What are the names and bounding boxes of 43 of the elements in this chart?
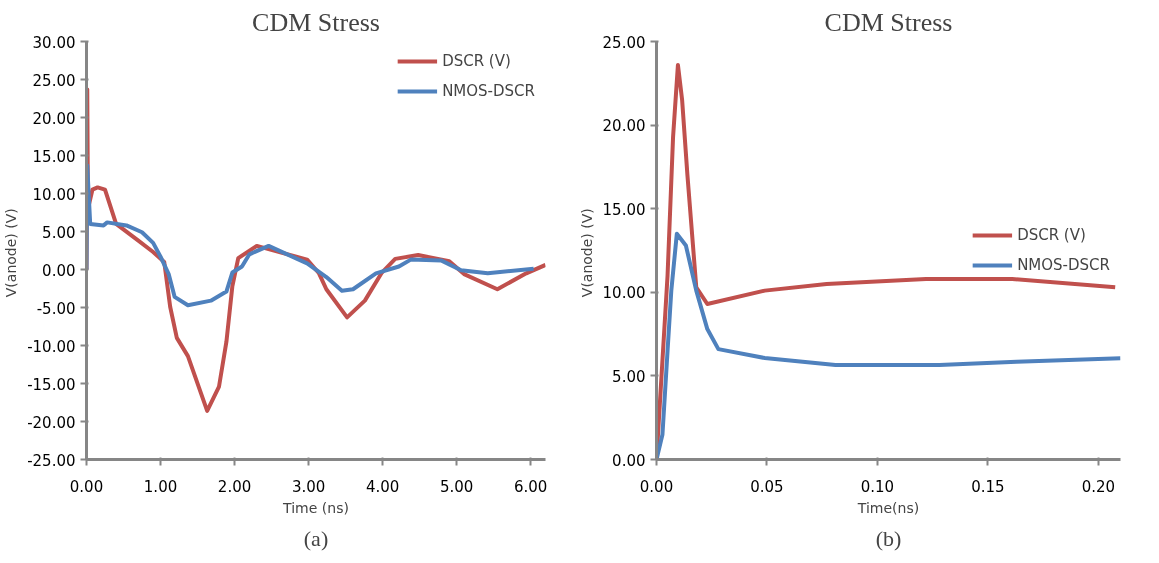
x-tick-label: 0.10 bbox=[860, 477, 895, 496]
x-axis-title: Time(ns) bbox=[856, 499, 920, 516]
y-tick-label: -20.00 bbox=[27, 413, 76, 432]
x-tick-label: 0.05 bbox=[750, 477, 784, 496]
x-tick-label: 0.00 bbox=[69, 477, 104, 496]
y-tick-label: 10.00 bbox=[602, 284, 646, 303]
text: (b) bbox=[875, 525, 902, 551]
x-tick-label: 2.00 bbox=[217, 477, 252, 496]
x-tick-label: 5.00 bbox=[439, 477, 474, 496]
text: (a) bbox=[303, 525, 329, 551]
y-axis-title: V(anode) (V) bbox=[578, 208, 595, 298]
y-tick-label: 0.00 bbox=[42, 261, 76, 280]
y-tick-label: -25.00 bbox=[27, 451, 76, 470]
x-tick-label: 6.00 bbox=[513, 477, 548, 496]
y-tick-label: 20.00 bbox=[32, 109, 76, 128]
y-tick-label: -15.00 bbox=[27, 375, 76, 394]
y-tick-label: 0.00 bbox=[612, 451, 646, 470]
legend-label: DSCR (V) bbox=[442, 52, 511, 70]
x-axis-title: Time (ns) bbox=[282, 499, 349, 516]
legend-label: NMOS-DSCR bbox=[1017, 256, 1110, 274]
chart-title: CDM Stress bbox=[252, 7, 380, 37]
y-axis-title: V(anode) (V) bbox=[3, 208, 20, 298]
legend-label: NMOS-DSCR bbox=[442, 82, 535, 100]
x-tick-label: 0.20 bbox=[1081, 477, 1116, 496]
y-tick-label: 10.00 bbox=[32, 185, 76, 204]
x-tick-label: 4.00 bbox=[365, 477, 400, 496]
x-tick-label: 1.00 bbox=[143, 477, 178, 496]
x-tick-label: 3.00 bbox=[291, 477, 326, 496]
x-tick-label: 0.15 bbox=[971, 477, 1005, 496]
y-tick-label: 25.00 bbox=[602, 33, 646, 52]
y-tick-label: -10.00 bbox=[27, 337, 76, 356]
y-tick-label: 15.00 bbox=[602, 200, 646, 219]
x-tick-label: 0.00 bbox=[639, 477, 674, 496]
y-tick-label: 15.00 bbox=[32, 147, 76, 166]
legend-label: DSCR (V) bbox=[1017, 226, 1086, 244]
y-tick-label: -5.00 bbox=[36, 299, 76, 318]
y-tick-label: 5.00 bbox=[612, 367, 646, 386]
y-tick-label: 25.00 bbox=[32, 71, 76, 90]
y-tick-label: 5.00 bbox=[42, 223, 76, 242]
y-tick-label: 20.00 bbox=[602, 117, 646, 136]
chart-title: CDM Stress bbox=[824, 7, 953, 37]
line-series bbox=[86, 163, 536, 308]
y-tick-label: 30.00 bbox=[32, 33, 76, 52]
